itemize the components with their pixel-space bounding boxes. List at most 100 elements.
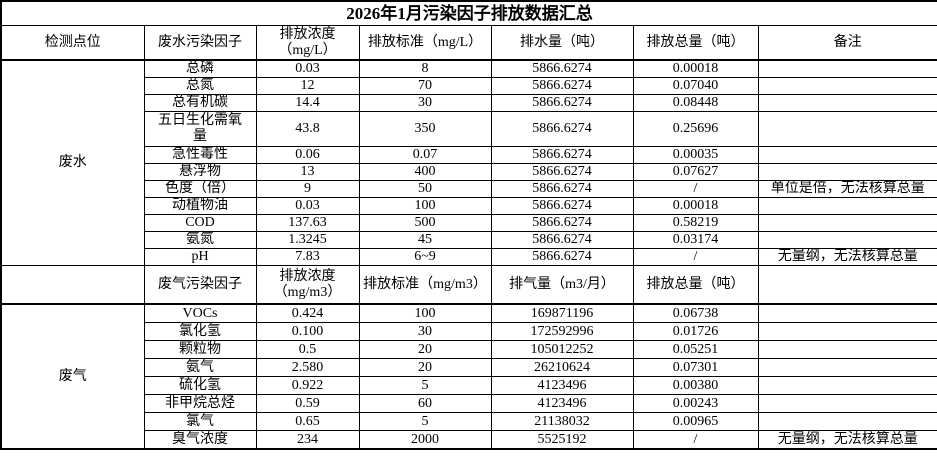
col-header-water-volume: 排水量（吨） bbox=[490, 25, 634, 61]
remark-cell bbox=[757, 303, 937, 323]
total-cell: 0.00243 bbox=[632, 394, 759, 413]
standard-cell: 2000 bbox=[358, 430, 492, 450]
standard-cell: 6~9 bbox=[358, 248, 492, 266]
remark-cell bbox=[757, 111, 937, 147]
remark-cell bbox=[757, 358, 937, 377]
remark-cell bbox=[757, 163, 937, 181]
volume-cell: 169871196 bbox=[490, 303, 634, 323]
table-row: 氯气 0.65 5 21138032 0.00965 bbox=[1, 412, 937, 431]
standard-cell: 30 bbox=[358, 322, 492, 341]
concentration-cell: 0.59 bbox=[255, 394, 360, 413]
standard-cell: 5 bbox=[358, 376, 492, 395]
standard-cell: 30 bbox=[358, 94, 492, 112]
remark-cell bbox=[757, 77, 937, 95]
col-header-gas-factor: 废气污染因子 bbox=[143, 265, 257, 305]
total-cell: 0.00018 bbox=[632, 197, 759, 215]
concentration-cell: 137.63 bbox=[255, 214, 360, 232]
factor-name-cell: 急性毒性 bbox=[143, 146, 257, 164]
concentration-cell: 12 bbox=[255, 77, 360, 95]
water-header-row: 检测点位 废水污染因子 排放浓度 （mg/L） 排放标准（mg/L） 排水量（吨… bbox=[0, 25, 937, 61]
standard-cell: 100 bbox=[358, 197, 492, 215]
total-cell: 0.00018 bbox=[632, 59, 759, 78]
remark-cell bbox=[757, 231, 937, 249]
table-row: COD 137.63 500 5866.6274 0.58219 bbox=[1, 214, 937, 232]
volume-cell: 4123496 bbox=[490, 376, 634, 395]
remark-cell: 单位是倍，无法核算总量 bbox=[757, 180, 937, 198]
factor-name-cell: 氯气 bbox=[143, 412, 257, 431]
volume-cell: 5866.6274 bbox=[490, 248, 634, 266]
volume-cell: 21138032 bbox=[490, 412, 634, 431]
volume-cell: 5866.6274 bbox=[490, 163, 634, 181]
factor-name-cell: 悬浮物 bbox=[143, 163, 257, 181]
gas-header-row: 废气污染因子 排放浓度 （mg/m3） 排放标准（mg/m3） 排气量（m3/月… bbox=[0, 265, 937, 305]
factor-name-cell: 氨气 bbox=[143, 358, 257, 377]
title-row: 2026年1月污染因子排放数据汇总 bbox=[0, 0, 937, 26]
standard-cell: 50 bbox=[358, 180, 492, 198]
factor-name-cell: 氨氮 bbox=[143, 231, 257, 249]
volume-cell: 4123496 bbox=[490, 394, 634, 413]
standard-cell: 8 bbox=[358, 59, 492, 78]
table-row: 颗粒物 0.5 20 105012252 0.05251 bbox=[1, 340, 937, 359]
total-cell: 0.03174 bbox=[632, 231, 759, 249]
remark-cell bbox=[757, 94, 937, 112]
standard-cell: 45 bbox=[358, 231, 492, 249]
standard-cell: 100 bbox=[358, 303, 492, 323]
remark-cell: 无量纲，无法核算总量 bbox=[757, 430, 937, 450]
table-row: 氨气 2.580 20 26210624 0.07301 bbox=[1, 358, 937, 377]
factor-name-cell: 臭气浓度 bbox=[143, 430, 257, 450]
volume-cell: 5866.6274 bbox=[490, 111, 634, 147]
volume-cell: 5866.6274 bbox=[490, 214, 634, 232]
factor-name-cell: 色度（倍） bbox=[143, 180, 257, 198]
volume-cell: 5525192 bbox=[490, 430, 634, 450]
standard-cell: 60 bbox=[358, 394, 492, 413]
concentration-cell: 0.5 bbox=[255, 340, 360, 359]
table-row: pH 7.83 6~9 5866.6274 / 无量纲，无法核算总量 bbox=[1, 248, 937, 266]
concentration-cell: 14.4 bbox=[255, 94, 360, 112]
remark-cell bbox=[757, 146, 937, 164]
standard-cell: 350 bbox=[358, 111, 492, 147]
table-row: 急性毒性 0.06 0.07 5866.6274 0.00035 bbox=[1, 146, 937, 164]
concentration-cell: 2.580 bbox=[255, 358, 360, 377]
volume-cell: 5866.6274 bbox=[490, 146, 634, 164]
total-cell: 0.25696 bbox=[632, 111, 759, 147]
col-header-water-total: 排放总量（吨） bbox=[632, 25, 759, 61]
factor-name-cell: 氯化氢 bbox=[143, 322, 257, 341]
volume-cell: 105012252 bbox=[490, 340, 634, 359]
standard-cell: 70 bbox=[358, 77, 492, 95]
total-cell: 0.06738 bbox=[632, 303, 759, 323]
standard-cell: 500 bbox=[358, 214, 492, 232]
gas-header-remark-empty bbox=[757, 265, 937, 305]
concentration-cell: 13 bbox=[255, 163, 360, 181]
factor-name-cell: 非甲烷总烃 bbox=[143, 394, 257, 413]
total-cell: / bbox=[632, 430, 759, 450]
total-cell: 0.00035 bbox=[632, 146, 759, 164]
concentration-cell: 234 bbox=[255, 430, 360, 450]
volume-cell: 5866.6274 bbox=[490, 180, 634, 198]
total-cell: 0.07301 bbox=[632, 358, 759, 377]
factor-name-cell: pH bbox=[143, 248, 257, 266]
factor-name-cell: 总有机碳 bbox=[143, 94, 257, 112]
standard-cell: 400 bbox=[358, 163, 492, 181]
section-label-wastewater: 废水 bbox=[0, 59, 145, 266]
remark-cell bbox=[757, 59, 937, 78]
remark-cell: 无量纲，无法核算总量 bbox=[757, 248, 937, 266]
remark-cell bbox=[757, 376, 937, 395]
table-row: 总氮 12 70 5866.6274 0.07040 bbox=[1, 77, 937, 95]
table-row: 废水 总磷 0.03 8 5866.6274 0.00018 bbox=[0, 59, 937, 266]
total-cell: 0.00965 bbox=[632, 412, 759, 431]
col-header-water-concentration: 排放浓度 （mg/L） bbox=[255, 25, 360, 61]
total-cell: / bbox=[632, 180, 759, 198]
col-header-site: 检测点位 bbox=[0, 25, 145, 61]
total-cell: 0.01726 bbox=[632, 322, 759, 341]
volume-cell: 172592996 bbox=[490, 322, 634, 341]
concentration-cell: 0.922 bbox=[255, 376, 360, 395]
standard-cell: 5 bbox=[358, 412, 492, 431]
total-cell: 0.08448 bbox=[632, 94, 759, 112]
factor-name-cell: 颗粒物 bbox=[143, 340, 257, 359]
concentration-cell: 43.8 bbox=[255, 111, 360, 147]
volume-cell: 5866.6274 bbox=[490, 197, 634, 215]
col-header-gas-standard: 排放标准（mg/m3） bbox=[358, 265, 492, 305]
total-cell: 0.07627 bbox=[632, 163, 759, 181]
total-cell: 0.07040 bbox=[632, 77, 759, 95]
